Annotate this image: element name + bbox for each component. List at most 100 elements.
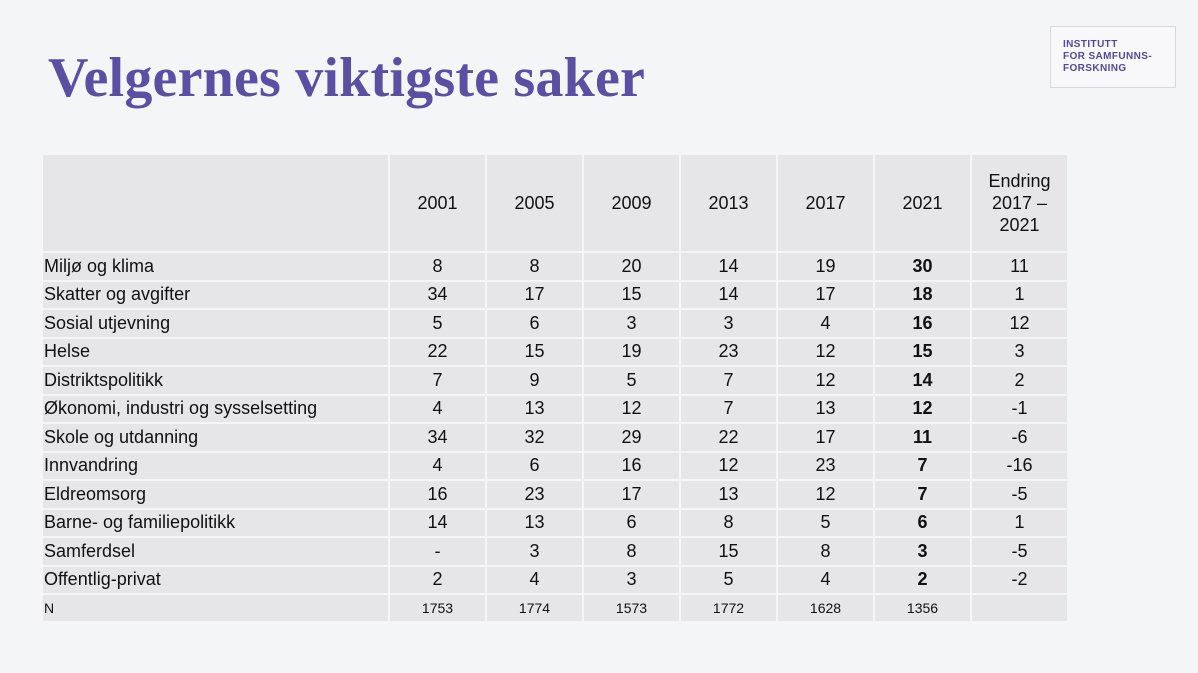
change-cell: -6	[972, 424, 1067, 451]
table-row: Offentlig-privat 2 4 3 5 4 2 -2	[43, 566, 1067, 593]
value-cell: 32	[487, 424, 582, 451]
value-cell: 13	[681, 481, 776, 508]
value-cell-2021: 16	[875, 310, 970, 337]
change-cell: -5	[972, 481, 1067, 508]
value-cell: 3	[584, 566, 679, 593]
change-cell: -1	[972, 395, 1067, 422]
value-cell: 14	[681, 281, 776, 308]
value-cell: 13	[487, 509, 582, 536]
value-cell: 16	[584, 452, 679, 479]
table-row: Samferdsel -3 8 15 8 3 -5	[43, 538, 1067, 565]
value-cell: 17	[778, 281, 873, 308]
header-change-line-2: 2017 –	[991, 193, 1048, 213]
table-row: Økonomi, industri og sysselsetting 4 13 12 7…	[43, 395, 1067, 422]
value-cell: 12	[681, 452, 776, 479]
header-year-2005: 2005	[487, 155, 582, 251]
value-cell: 22	[681, 424, 776, 451]
value-cell: 16	[390, 481, 485, 508]
value-cell: 8	[681, 509, 776, 536]
value-cell: 5	[390, 310, 485, 337]
value-cell: 12	[584, 395, 679, 422]
value-cell: 5	[681, 566, 776, 593]
change-cell: 1	[972, 509, 1067, 536]
value-cell: 7	[390, 367, 485, 394]
value-cell: 8	[487, 253, 582, 280]
row-label: Samferdsel	[43, 538, 388, 565]
header-change-line-3: 2021	[999, 215, 1040, 235]
value-cell: 5	[584, 367, 679, 394]
row-label: Økonomi, industri og sysselsetting	[43, 395, 388, 422]
row-label: Distriktspolitikk	[43, 367, 388, 394]
value-cell: 23	[681, 338, 776, 365]
value-cell: 17	[487, 281, 582, 308]
sample-size-value: 1573	[584, 595, 679, 621]
value-cell: 7	[681, 395, 776, 422]
table-header-row: 2001 2005 2009 2013 2017 2021 Endring 20…	[43, 155, 1067, 251]
row-label: Innvandring	[43, 452, 388, 479]
table-row: Sosial utjevning 5 6 3 3 4 16 12	[43, 310, 1067, 337]
page-title: Velgernes viktigste saker	[48, 47, 646, 109]
value-cell-2021: 15	[875, 338, 970, 365]
value-cell: 5	[778, 509, 873, 536]
value-cell-2021: 7	[875, 481, 970, 508]
table-row: Skole og utdanning 34 32 29 22 17 11 -6	[43, 424, 1067, 451]
row-label: Sosial utjevning	[43, 310, 388, 337]
value-cell: 34	[390, 281, 485, 308]
change-cell: 3	[972, 338, 1067, 365]
header-change-line-1: Endring	[988, 171, 1051, 191]
value-cell: 15	[681, 538, 776, 565]
value-cell: 3	[584, 310, 679, 337]
value-cell: 4	[778, 566, 873, 593]
value-cell-2021: 12	[875, 395, 970, 422]
value-cell: 22	[390, 338, 485, 365]
sample-size-value: 1772	[681, 595, 776, 621]
value-cell: -	[390, 538, 485, 565]
sample-size-label: N	[43, 595, 388, 621]
value-cell: 2	[390, 566, 485, 593]
sample-size-change	[972, 595, 1067, 621]
sample-size-row: N 1753 1774 1573 1772 1628 1356	[43, 595, 1067, 621]
header-year-2017: 2017	[778, 155, 873, 251]
change-cell: -5	[972, 538, 1067, 565]
value-cell: 3	[487, 538, 582, 565]
value-cell: 12	[778, 481, 873, 508]
header-change: Endring 2017 – 2021	[972, 155, 1067, 251]
value-cell: 13	[778, 395, 873, 422]
value-cell: 12	[778, 367, 873, 394]
value-cell: 17	[778, 424, 873, 451]
row-label: Miljø og klima	[43, 253, 388, 280]
value-cell: 29	[584, 424, 679, 451]
row-label: Barne- og familiepolitikk	[43, 509, 388, 536]
value-cell: 6	[487, 310, 582, 337]
value-cell: 19	[778, 253, 873, 280]
sample-size-value: 1356	[875, 595, 970, 621]
change-cell: 1	[972, 281, 1067, 308]
row-label: Eldreomsorg	[43, 481, 388, 508]
value-cell: 4	[390, 395, 485, 422]
value-cell: 4	[390, 452, 485, 479]
header-year-2009: 2009	[584, 155, 679, 251]
header-year-2001: 2001	[390, 155, 485, 251]
logo-line-3: FORSKNING	[1063, 63, 1127, 74]
value-cell: 4	[778, 310, 873, 337]
institute-logo: INSTITUTT FOR SAMFUNNS- FORSKNING	[1050, 26, 1176, 88]
value-cell: 20	[584, 253, 679, 280]
value-cell: 8	[584, 538, 679, 565]
value-cell: 8	[778, 538, 873, 565]
value-cell-2021: 3	[875, 538, 970, 565]
value-cell-2021: 6	[875, 509, 970, 536]
table-row: Eldreomsorg 16 23 17 13 12 7 -5	[43, 481, 1067, 508]
value-cell: 23	[487, 481, 582, 508]
table-row: Skatter og avgifter 34 17 15 14 17 18 1	[43, 281, 1067, 308]
row-label: Helse	[43, 338, 388, 365]
change-cell: -16	[972, 452, 1067, 479]
value-cell-2021: 18	[875, 281, 970, 308]
value-cell-2021: 7	[875, 452, 970, 479]
value-cell: 15	[487, 338, 582, 365]
row-label: Skole og utdanning	[43, 424, 388, 451]
change-cell: 2	[972, 367, 1067, 394]
row-label: Skatter og avgifter	[43, 281, 388, 308]
value-cell-2021: 2	[875, 566, 970, 593]
table-row: Helse 22 15 19 23 12 15 3	[43, 338, 1067, 365]
sample-size-value: 1753	[390, 595, 485, 621]
